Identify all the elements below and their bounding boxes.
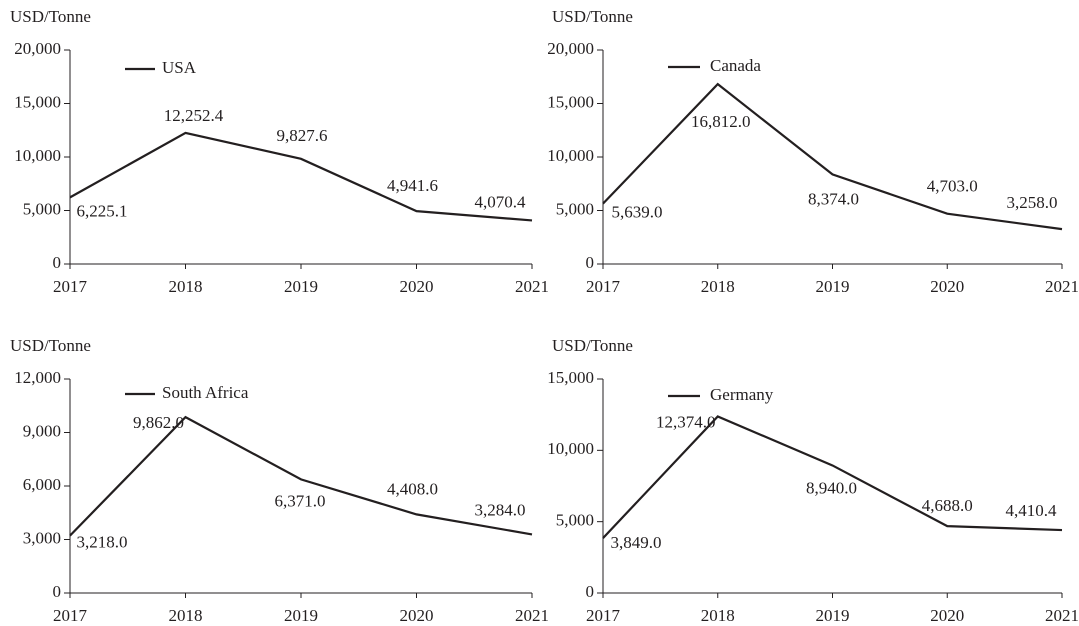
y-tick-label: 15,000	[14, 92, 61, 111]
data-label: 12,252.4	[164, 106, 224, 125]
x-tick-label: 2018	[701, 277, 735, 296]
y-tick-label: 10,000	[547, 439, 594, 458]
y-tick-label: 6,000	[23, 475, 61, 494]
legend-label: USA	[162, 58, 197, 77]
y-tick-label: 5,000	[556, 511, 594, 530]
x-tick-label: 2020	[400, 277, 434, 296]
y-axis-label: USD/Tonne	[10, 336, 91, 355]
x-tick-label: 2017	[586, 606, 621, 625]
x-tick-label: 2019	[284, 606, 318, 625]
legend-label: Germany	[710, 385, 774, 404]
data-label: 4,408.0	[387, 479, 438, 498]
y-tick-label: 0	[53, 253, 62, 272]
y-tick-label: 0	[53, 582, 62, 601]
line-series	[602, 82, 1063, 231]
data-label: 4,410.4	[1006, 501, 1058, 520]
data-label: 4,688.0	[922, 496, 973, 515]
y-axis-label: USD/Tonne	[10, 7, 91, 26]
x-tick-label: 2018	[169, 606, 203, 625]
x-tick-label: 2019	[816, 606, 850, 625]
y-axis-label: USD/Tonne	[552, 336, 633, 355]
y-axis-label: USD/Tonne	[552, 7, 633, 26]
data-label: 5,639.0	[612, 203, 663, 222]
data-label: 3,849.0	[611, 533, 662, 552]
data-label: 9,827.6	[277, 126, 328, 145]
legend-label: Canada	[710, 56, 761, 75]
x-tick-label: 2017	[53, 277, 88, 296]
data-label: 6,225.1	[77, 201, 128, 220]
y-tick-label: 10,000	[547, 146, 594, 165]
x-tick-label: 2018	[169, 277, 203, 296]
line-series	[602, 415, 1063, 539]
data-label: 4,703.0	[927, 177, 978, 196]
data-label: 4,070.4	[475, 192, 527, 211]
y-tick-label: 5,000	[556, 199, 594, 218]
data-label: 4,941.6	[387, 176, 438, 195]
x-tick-label: 2020	[930, 606, 964, 625]
x-tick-label: 2019	[816, 277, 850, 296]
data-label: 8,374.0	[808, 189, 859, 208]
x-tick-label: 2020	[400, 606, 434, 625]
y-tick-label: 10,000	[14, 146, 61, 165]
x-tick-label: 2019	[284, 277, 318, 296]
y-tick-label: 15,000	[547, 92, 594, 111]
y-tick-label: 20,000	[547, 39, 594, 58]
x-tick-label: 2017	[586, 277, 621, 296]
data-label: 3,258.0	[1007, 193, 1058, 212]
line-series	[69, 131, 533, 222]
data-label: 8,940.0	[806, 478, 857, 497]
y-tick-label: 3,000	[23, 528, 61, 547]
x-tick-label: 2020	[930, 277, 964, 296]
data-label: 3,218.0	[77, 533, 128, 552]
y-tick-label: 12,000	[14, 368, 61, 387]
y-tick-label: 9,000	[23, 421, 61, 440]
data-label: 3,284.0	[475, 500, 526, 519]
x-tick-label: 2021	[515, 606, 549, 625]
y-tick-label: 0	[586, 582, 595, 601]
data-label: 9,862.0	[133, 413, 184, 432]
x-tick-label: 2021	[1045, 606, 1079, 625]
data-label: 16,812.0	[691, 112, 751, 131]
line-series	[69, 415, 533, 537]
x-tick-label: 2021	[515, 277, 549, 296]
y-tick-label: 0	[586, 253, 595, 272]
y-tick-label: 20,000	[14, 39, 61, 58]
data-label: 12,374.0	[656, 412, 716, 431]
x-tick-label: 2018	[701, 606, 735, 625]
y-tick-label: 5,000	[23, 199, 61, 218]
legend-label: South Africa	[162, 383, 249, 402]
x-tick-label: 2021	[1045, 277, 1079, 296]
x-tick-label: 2017	[53, 606, 88, 625]
data-label: 6,371.0	[275, 491, 326, 510]
y-tick-label: 15,000	[547, 368, 594, 387]
